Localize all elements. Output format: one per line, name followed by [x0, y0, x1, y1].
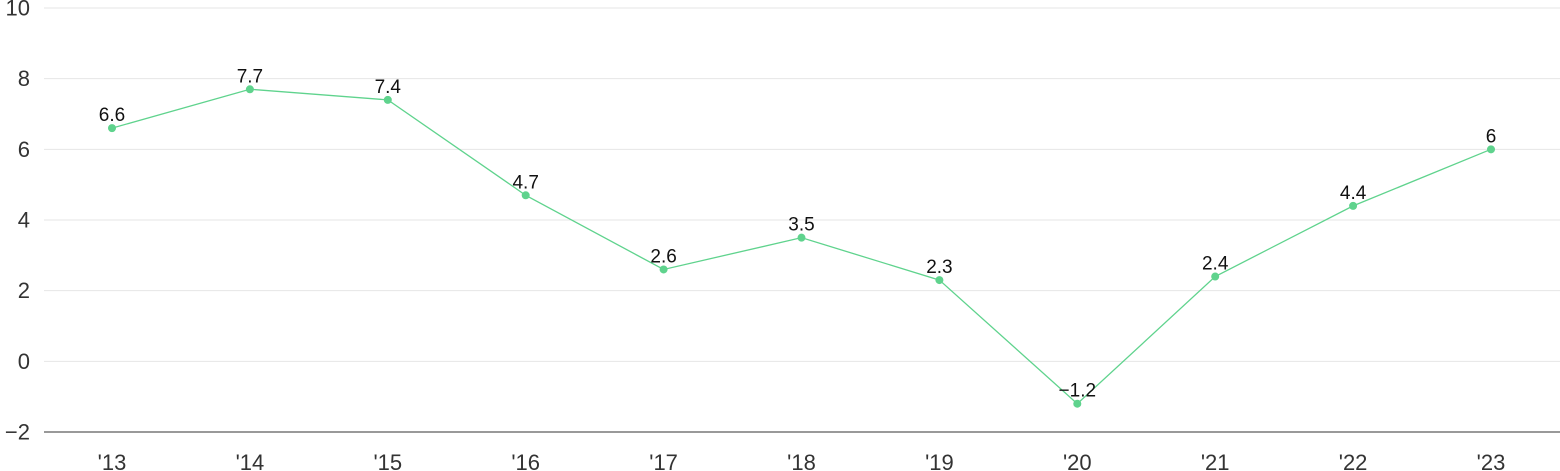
- data-point: [108, 124, 116, 133]
- series-layer: [108, 85, 1495, 408]
- x-tick-label: '16: [511, 450, 540, 471]
- data-label: 4.7: [512, 172, 538, 193]
- data-point: [383, 95, 392, 104]
- series-line: [111, 88, 1492, 405]
- y-tick-label: 6: [18, 137, 30, 162]
- data-point: [1073, 399, 1082, 408]
- x-tick-label: '18: [787, 450, 816, 471]
- x-tick-label: '15: [373, 450, 402, 471]
- data-point: [659, 265, 668, 274]
- data-point: [1487, 145, 1495, 154]
- data-label-layer: 6.6 7.7 7.4 4.7 2.6 3.5 2.3 −1.2 2.4 4.4 6: [99, 66, 1497, 401]
- data-point: [935, 276, 944, 285]
- data-point: [1211, 272, 1220, 281]
- data-point: [245, 85, 254, 94]
- data-point: [521, 191, 530, 200]
- x-tick-label: '17: [649, 450, 678, 471]
- y-tick-label: 10: [6, 0, 30, 21]
- data-label: 2.3: [926, 257, 952, 278]
- y-tick-label: −2: [5, 420, 30, 445]
- x-tick-label: '13: [98, 450, 127, 471]
- data-point: [797, 233, 806, 242]
- x-tick-label: '21: [1201, 450, 1230, 471]
- data-label: 6: [1486, 126, 1497, 147]
- data-label: 7.7: [237, 66, 263, 87]
- x-tick-label: '14: [236, 450, 265, 471]
- x-tick-label: '22: [1339, 450, 1368, 471]
- data-label: 6.6: [99, 105, 125, 126]
- x-tick-label: '20: [1063, 450, 1092, 471]
- data-label: −1.2: [1059, 381, 1097, 402]
- data-label: 2.6: [650, 246, 676, 267]
- y-tick-label: 8: [18, 66, 30, 91]
- data-point: [1349, 201, 1358, 210]
- data-label: 3.5: [788, 215, 814, 236]
- grid-layer: [44, 7, 1560, 433]
- x-tick-label: '23: [1477, 450, 1506, 471]
- data-label: 2.4: [1202, 254, 1229, 275]
- y-tick-label: 0: [18, 349, 30, 374]
- y-tick-label: 2: [18, 278, 30, 303]
- axis-layer: 10 8 6 4 2 0 −2 '13 '14 '15 '16 '17 '18 '19 '20 '21 '22 '…: [5, 0, 1505, 471]
- x-tick-label: '19: [925, 450, 954, 471]
- data-label: 4.4: [1340, 183, 1367, 204]
- y-tick-label: 4: [18, 208, 30, 233]
- data-label: 7.4: [375, 77, 402, 98]
